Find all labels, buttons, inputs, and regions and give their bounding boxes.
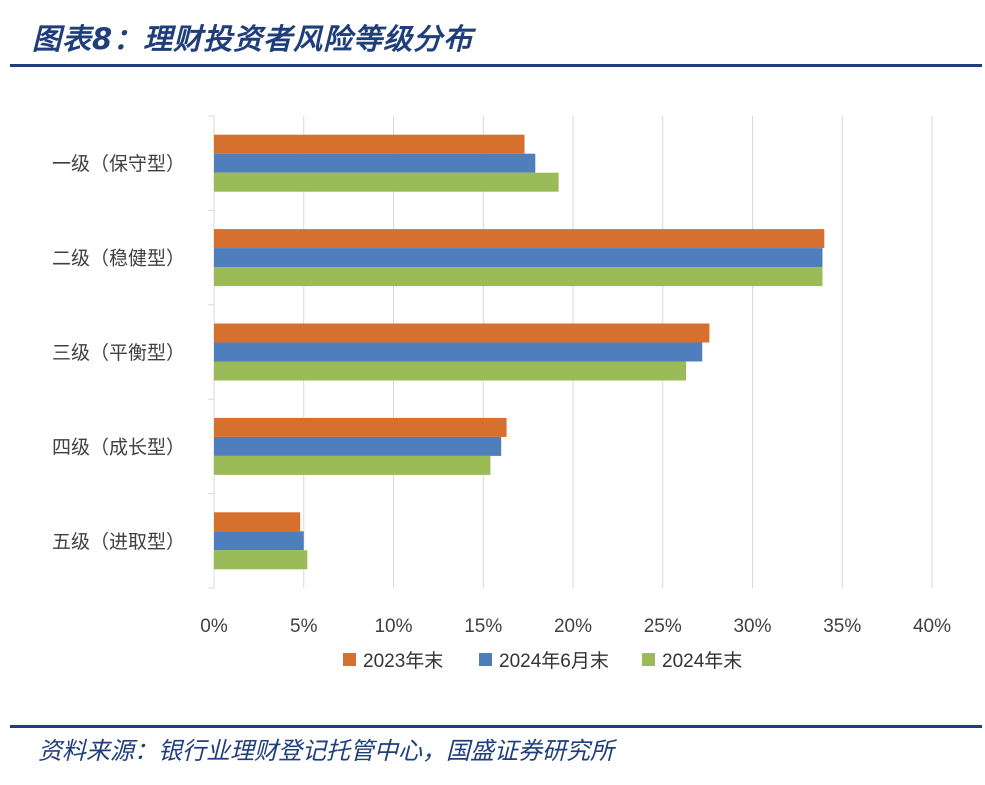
bar [214, 512, 301, 532]
bars [214, 134, 825, 570]
source-note: 资料来源：银行业理财登记托管中心，国盛证券研究所 [38, 737, 614, 765]
legend: 2023年末 2024年6月末 2024年末 [343, 650, 742, 672]
x-tick-label: 35% [823, 616, 861, 637]
legend-swatch [479, 653, 492, 666]
x-tick-label: 5% [290, 616, 318, 637]
category-label: 三级（平衡型） [52, 342, 185, 364]
x-tick-label: 25% [644, 616, 682, 637]
bar [214, 531, 304, 551]
legend-label: 2023年末 [363, 650, 443, 672]
bar [214, 267, 823, 287]
top-rule [10, 64, 982, 67]
bar [214, 172, 559, 192]
legend-label: 2024年6月末 [499, 650, 609, 672]
bar [214, 550, 308, 570]
category-label: 四级（成长型） [52, 436, 185, 458]
grid-lines [303, 116, 933, 588]
category-label: 五级（进取型） [52, 531, 185, 553]
legend-swatch [642, 653, 655, 666]
legend-swatch [343, 653, 356, 666]
category-labels: 一级（保守型） 二级（稳健型） 三级（平衡型） 四级（成长型） 五级（进取型） [52, 153, 185, 553]
category-label: 二级（稳健型） [52, 248, 185, 270]
x-tick-label: 40% [913, 616, 951, 637]
legend-label: 2024年末 [662, 650, 742, 672]
bottom-rule [10, 725, 982, 728]
bar [214, 455, 491, 475]
bar [214, 229, 825, 249]
bar [214, 153, 536, 173]
bar [214, 323, 710, 343]
bar [214, 134, 525, 154]
bar [214, 417, 507, 437]
x-tick-labels: 0% 5% 10% 15% 20% 25% 30% 35% 40% [200, 616, 951, 637]
x-tick-label: 15% [464, 616, 502, 637]
x-tick-label: 0% [200, 616, 228, 637]
page-title: 图表8：理财投资者风险等级分布 [32, 22, 474, 56]
x-tick-label: 30% [733, 616, 771, 637]
bar [214, 436, 502, 456]
x-tick-label: 20% [554, 616, 592, 637]
category-label: 一级（保守型） [52, 153, 185, 175]
bar [214, 361, 687, 381]
bar [214, 248, 823, 268]
title-bar: 图表8：理财投资者风险等级分布 [10, 10, 982, 66]
bar [214, 342, 703, 362]
x-tick-label: 10% [374, 616, 412, 637]
category-axis [208, 115, 215, 589]
